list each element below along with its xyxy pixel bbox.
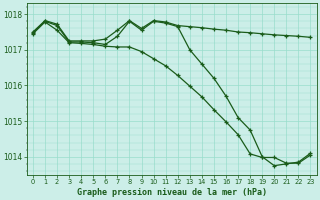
X-axis label: Graphe pression niveau de la mer (hPa): Graphe pression niveau de la mer (hPa) [77,188,267,197]
